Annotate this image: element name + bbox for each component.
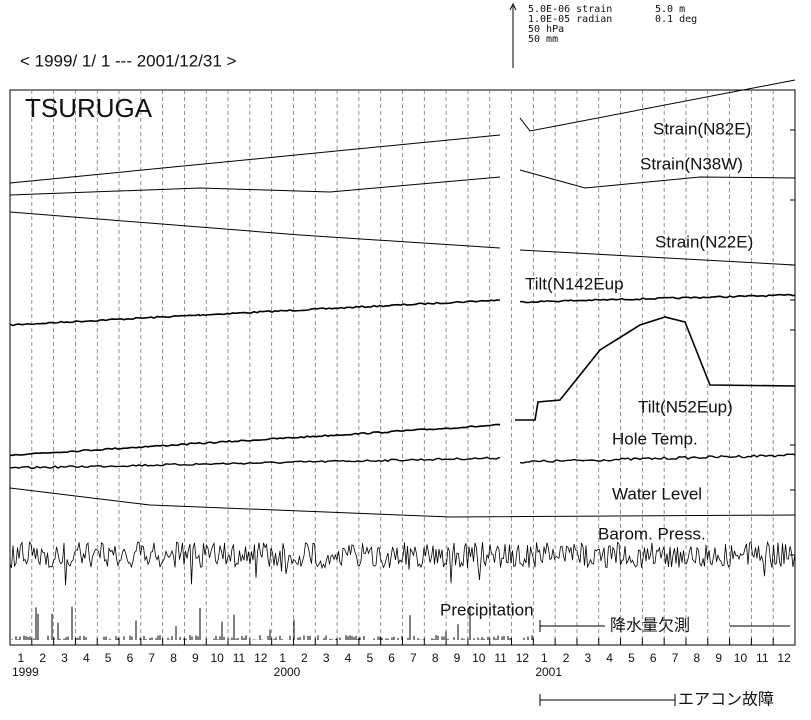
note: エアコン故障 xyxy=(678,690,774,709)
scale: 5.0 m xyxy=(655,4,685,15)
x-tick-label: 2 xyxy=(39,651,46,665)
trace-label: Water Level xyxy=(612,484,702,503)
trace-label: Strain(N22E) xyxy=(655,232,753,251)
year-label: 2000 xyxy=(274,665,301,679)
x-tick-label: 8 xyxy=(432,651,439,665)
x-tick-label: 11 xyxy=(233,651,246,665)
trace xyxy=(9,456,501,469)
x-tick-label: 10 xyxy=(734,651,748,665)
scale: 0.1 deg xyxy=(655,14,697,25)
trace xyxy=(519,249,796,266)
x-tick-label: 6 xyxy=(650,651,657,665)
trace-label: Tilt(N142Eup xyxy=(525,274,624,293)
x-tick-label: 3 xyxy=(61,651,68,665)
trace xyxy=(519,169,796,189)
x-tick-label: 9 xyxy=(715,651,722,665)
x-tick-label: 3 xyxy=(323,651,330,665)
trace xyxy=(519,453,796,464)
x-tick-label: 4 xyxy=(345,651,352,665)
period: < 1999/ 1/ 1 --- 2001/12/31 > xyxy=(20,51,237,70)
scale: 50 mm xyxy=(528,34,558,45)
x-tick-label: 1 xyxy=(541,651,548,665)
scale-arrow xyxy=(509,2,517,11)
x-tick-label: 11 xyxy=(494,651,507,665)
x-tick-label: 4 xyxy=(606,651,613,665)
trace-label: Tilt(N52Eup) xyxy=(638,397,733,416)
station: TSURUGA xyxy=(25,93,153,123)
x-tick-label: 10 xyxy=(472,651,486,665)
trace-label: Hole Temp. xyxy=(612,429,698,448)
x-tick-label: 8 xyxy=(170,651,177,665)
trace xyxy=(519,293,796,304)
x-tick-label: 9 xyxy=(192,651,199,665)
trace xyxy=(9,540,795,586)
x-tick-label: 7 xyxy=(672,651,679,665)
x-tick-label: 11 xyxy=(756,651,769,665)
scale: 5.0E-06 strain xyxy=(528,4,612,15)
x-tick-label: 7 xyxy=(148,651,155,665)
trace xyxy=(9,176,501,196)
x-tick-label: 6 xyxy=(388,651,395,665)
x-tick-label: 3 xyxy=(585,651,592,665)
x-tick-label: 8 xyxy=(694,651,701,665)
trace xyxy=(9,299,501,327)
x-tick-label: 1 xyxy=(279,651,286,665)
x-tick-label: 6 xyxy=(127,651,134,665)
x-tick-label: 2 xyxy=(301,651,308,665)
note: 降水量欠測 xyxy=(610,616,690,635)
scale: 50 hPa xyxy=(528,24,564,35)
x-tick-label: 5 xyxy=(628,651,635,665)
trace xyxy=(9,487,796,518)
trace-label: Strain(N82E) xyxy=(653,119,751,138)
x-tick-label: 12 xyxy=(516,651,530,665)
x-tick-label: 5 xyxy=(366,651,373,665)
year-label: 2001 xyxy=(535,665,562,679)
x-tick-label: 10 xyxy=(210,651,224,665)
trace-label: Barom. Press. xyxy=(598,524,706,543)
x-tick-label: 7 xyxy=(410,651,417,665)
x-tick-label: 2 xyxy=(563,651,570,665)
scale: 1.0E-05 radian xyxy=(528,14,612,25)
trace xyxy=(519,79,796,132)
trace-label: Precipitation xyxy=(440,600,534,619)
trace xyxy=(9,423,501,457)
x-tick-label: 12 xyxy=(254,651,268,665)
trace xyxy=(9,134,501,184)
year-label: 1999 xyxy=(12,665,39,679)
trace-label: Strain(N38W) xyxy=(640,154,743,173)
trace xyxy=(9,211,501,249)
x-tick-label: 9 xyxy=(454,651,461,665)
trace xyxy=(515,316,796,421)
x-tick-label: 1 xyxy=(18,651,25,665)
x-tick-label: 5 xyxy=(105,651,112,665)
x-tick-label: 4 xyxy=(83,651,90,665)
x-tick-label: 12 xyxy=(777,651,791,665)
